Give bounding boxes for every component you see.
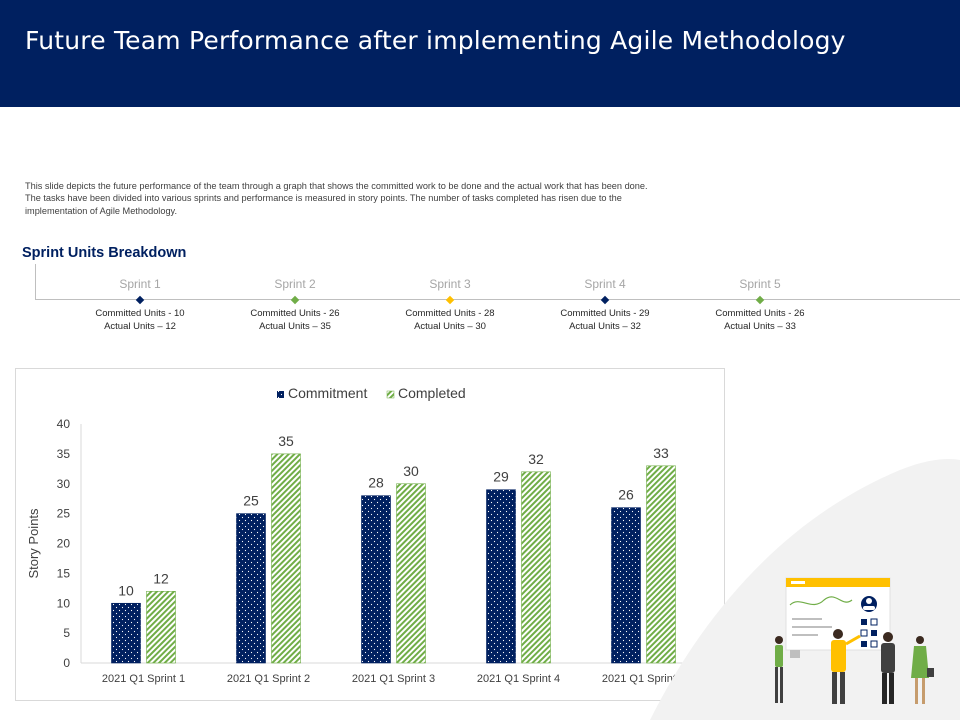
sprint-actual-units: Actual Units – 12: [104, 320, 176, 332]
sprint-name: Sprint 4: [584, 277, 626, 291]
y-tick-label: 20: [57, 537, 71, 551]
data-label: 29: [493, 469, 509, 485]
commitment-bar: [236, 513, 266, 664]
sprint-committed-units: Committed Units - 28: [405, 308, 495, 319]
x-tick-label: 2021 Q1 Sprint 1: [102, 673, 185, 685]
chart-container: 0 5 10 15 20 25 30 35 40 Story Points 10 12 2021 Q1 …: [15, 368, 725, 701]
sprint-actual-units: Actual Units – 35: [259, 320, 331, 332]
sprint-4: Sprint 4 Committed Units - 29 Actual Units…: [535, 277, 675, 333]
dashboard-board: [785, 577, 891, 651]
sprint-name: Sprint 1: [119, 277, 161, 291]
sprint-committed-units: Committed Units - 29: [560, 308, 650, 319]
person-figure-1: [775, 636, 800, 703]
y-tick-label: 10: [57, 596, 71, 610]
legend-label-completed: Completed: [398, 385, 466, 401]
y-tick-label: 25: [57, 507, 71, 521]
legend-swatch-commitment: [277, 391, 284, 398]
commitment-bar: [611, 507, 641, 664]
commitment-bar: [486, 489, 516, 664]
sprint-actual-units: Actual Units – 30: [414, 320, 486, 332]
description-line: This slide depicts the future performanc…: [25, 181, 648, 191]
sprint-name: Sprint 3: [429, 277, 471, 291]
sprint-name: Sprint 2: [274, 277, 316, 291]
legend-label-commitment: Commitment: [288, 385, 367, 401]
y-tick-label: 5: [63, 626, 70, 640]
sprint-committed-units: Committed Units - 26: [250, 308, 340, 319]
y-tick-label: 35: [57, 447, 71, 461]
dashboard-graph: [789, 596, 853, 606]
description-line: implementation of Agile Methodology.: [25, 205, 178, 216]
bar-chart: 0 5 10 15 20 25 30 35 40 Story Points 10 12 2021 Q1 …: [26, 385, 706, 685]
person-figure-2: [831, 629, 861, 704]
header-bar: Future Team Performance after implementi…: [0, 0, 960, 107]
completed-bar: [396, 483, 426, 664]
completed-bar: [146, 591, 176, 664]
data-label: 28: [368, 475, 384, 491]
sprint-1: Sprint 1 Committed Units - 10 Actual Units…: [70, 277, 210, 333]
y-tick-label: 0: [63, 656, 70, 670]
data-label: 26: [618, 487, 634, 503]
data-label: 10: [118, 582, 134, 598]
data-label: 35: [278, 433, 294, 449]
sprint-marker: [135, 295, 145, 305]
x-tick-label: 2021 Q1 Sprint 2: [227, 673, 310, 685]
dashboard-header: [786, 578, 890, 587]
data-label: 32: [528, 451, 544, 467]
x-tick-label: 2021 Q1 Sprint 3: [352, 673, 435, 685]
data-label: 30: [403, 463, 419, 479]
description-line: The tasks have been divided into various…: [25, 193, 622, 204]
legend-swatch-completed: [386, 390, 395, 399]
y-axis-label: Story Points: [26, 508, 41, 579]
sprint-2: Sprint 2 Committed Units - 26 Actual Units…: [225, 277, 365, 333]
sprint-actual-units: Actual Units – 33: [724, 320, 796, 332]
sprint-name: Sprint 5: [739, 277, 781, 291]
sprint-marker: [290, 295, 300, 305]
sprint-5: Sprint 5 Committed Units - 26 Actual Units…: [690, 277, 830, 333]
x-tick-label: 2021 Q1 Sprint 5: [602, 673, 685, 685]
description-text: This slide depicts the future performanc…: [25, 180, 765, 217]
y-tick-label: 15: [57, 566, 71, 580]
sprint-3: Sprint 3 Committed Units - 28 Actual Units…: [380, 277, 520, 333]
page-title: Future Team Performance after implementi…: [25, 26, 846, 55]
sprint-committed-units: Committed Units - 10: [95, 308, 185, 319]
completed-bar: [521, 471, 551, 664]
y-tick-label: 40: [57, 417, 71, 431]
completed-bar: [646, 465, 676, 664]
person-figure-3: [881, 632, 895, 704]
commitment-bar: [111, 602, 141, 664]
person-figure-4: [911, 636, 934, 704]
completed-bar: [271, 453, 301, 664]
y-tick-label: 30: [57, 477, 71, 491]
data-label: 25: [243, 493, 259, 509]
profile-icon: [861, 596, 877, 612]
data-label: 33: [653, 445, 669, 461]
timeline-connector: [35, 264, 36, 299]
commitment-bar: [361, 495, 391, 664]
sprint-marker: [755, 295, 765, 305]
timeline-line: [35, 299, 960, 300]
sprint-actual-units: Actual Units – 32: [569, 320, 641, 332]
breakdown-title: Sprint Units Breakdown: [22, 245, 187, 261]
sprint-committed-units: Committed Units - 26: [715, 308, 805, 319]
x-tick-label: 2021 Q1 Sprint 4: [477, 673, 560, 685]
sprint-marker: [445, 295, 455, 305]
data-label: 12: [153, 570, 169, 586]
sprint-marker: [600, 295, 610, 305]
